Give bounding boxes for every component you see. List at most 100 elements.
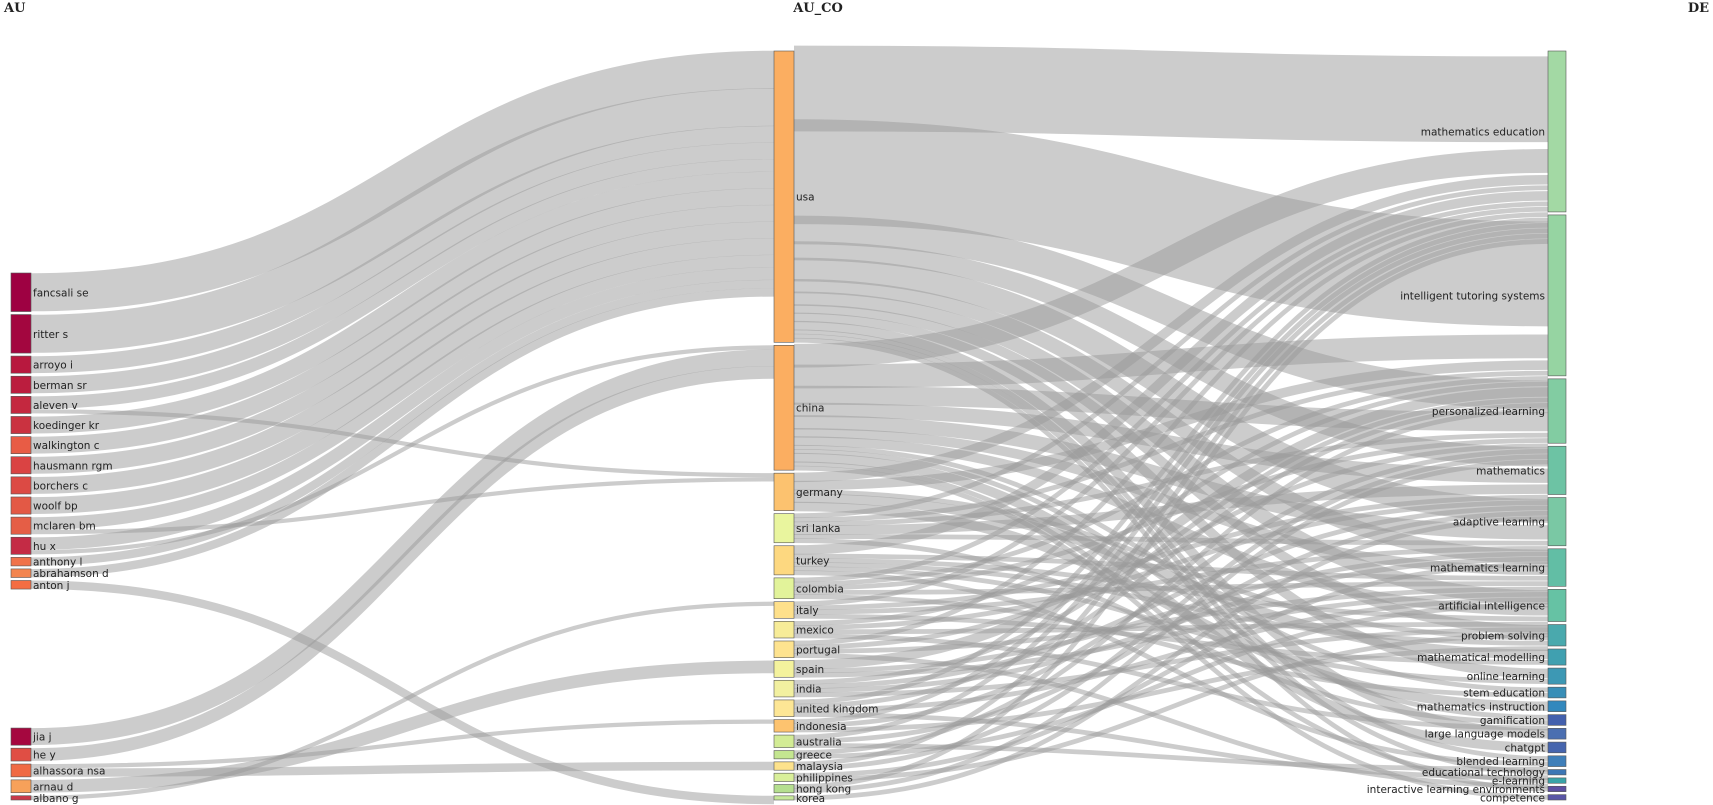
node-de-2[interactable]: personalized learning xyxy=(1432,378,1567,444)
node-au-15[interactable]: jia j xyxy=(10,727,52,746)
node-au-17[interactable]: alhassora nsa xyxy=(10,763,105,778)
node-au-co-0[interactable]: usa xyxy=(773,50,815,343)
node-de-14[interactable]: chatgpt xyxy=(1505,741,1567,754)
node-au-co-3[interactable]: sri lanka xyxy=(773,513,840,544)
node-au-10[interactable]: mclaren bm xyxy=(10,516,96,535)
node-bar[interactable] xyxy=(10,557,32,567)
node-bar[interactable] xyxy=(1547,769,1567,776)
node-bar[interactable] xyxy=(1547,445,1567,495)
node-au-9[interactable]: woolf bp xyxy=(10,496,78,515)
node-bar[interactable] xyxy=(773,621,795,639)
node-bar[interactable] xyxy=(10,314,32,354)
node-de-6[interactable]: artificial intelligence xyxy=(1438,589,1567,622)
node-de-16[interactable]: educational technology xyxy=(1422,767,1567,779)
node-bar[interactable] xyxy=(1547,548,1567,587)
node-bar[interactable] xyxy=(1547,624,1567,647)
node-bar[interactable] xyxy=(1547,777,1567,784)
node-bar[interactable] xyxy=(773,660,795,678)
node-bar[interactable] xyxy=(773,50,795,343)
node-au-16[interactable]: he y xyxy=(10,747,56,762)
node-au-11[interactable]: hu x xyxy=(10,536,56,555)
node-bar[interactable] xyxy=(773,750,795,760)
node-bar[interactable] xyxy=(773,772,795,782)
node-bar[interactable] xyxy=(1547,714,1567,726)
node-de-10[interactable]: stem education xyxy=(1463,686,1567,700)
node-bar[interactable] xyxy=(773,577,795,599)
node-bar[interactable] xyxy=(773,472,795,511)
node-bar[interactable] xyxy=(10,416,32,434)
node-au-co-15[interactable]: malaysia xyxy=(773,761,843,773)
node-de-18[interactable]: interactive learning environments xyxy=(1367,784,1567,796)
node-bar[interactable] xyxy=(10,456,32,475)
node-bar[interactable] xyxy=(1547,785,1567,792)
node-au-co-2[interactable]: germany xyxy=(773,472,843,511)
node-au-co-5[interactable]: colombia xyxy=(773,577,844,599)
node-bar[interactable] xyxy=(773,784,795,794)
node-de-4[interactable]: adaptive learning xyxy=(1453,497,1567,547)
node-au-3[interactable]: berman sr xyxy=(10,375,87,394)
node-au-co-11[interactable]: united kingdom xyxy=(773,699,878,717)
node-au-co-9[interactable]: spain xyxy=(773,660,824,678)
node-bar[interactable] xyxy=(10,375,32,394)
node-bar[interactable] xyxy=(1547,794,1567,801)
node-au-co-10[interactable]: india xyxy=(773,679,822,698)
node-au-co-13[interactable]: australia xyxy=(773,734,842,748)
node-bar[interactable] xyxy=(773,513,795,544)
node-au-8[interactable]: borchers c xyxy=(10,476,88,495)
node-au-co-8[interactable]: portugal xyxy=(773,640,840,658)
node-au-co-4[interactable]: turkey xyxy=(773,545,829,576)
node-bar[interactable] xyxy=(1547,686,1567,699)
node-bar[interactable] xyxy=(10,272,32,312)
node-de-11[interactable]: mathematics instruction xyxy=(1417,700,1567,713)
node-au-13[interactable]: abrahamson d xyxy=(10,568,109,580)
node-au-18[interactable]: arnau d xyxy=(10,779,73,794)
node-bar[interactable] xyxy=(773,545,795,576)
node-au-19[interactable]: albano g xyxy=(10,793,79,805)
node-au-2[interactable]: arroyo i xyxy=(10,355,73,374)
node-au-co-7[interactable]: mexico xyxy=(773,621,834,639)
node-bar[interactable] xyxy=(10,763,32,778)
node-bar[interactable] xyxy=(1547,214,1567,377)
node-bar[interactable] xyxy=(773,795,795,801)
node-au-12[interactable]: anthony l xyxy=(10,557,82,569)
node-bar[interactable] xyxy=(1547,741,1567,754)
node-bar[interactable] xyxy=(773,761,795,771)
node-de-13[interactable]: large language models xyxy=(1425,728,1567,741)
node-bar[interactable] xyxy=(10,396,32,414)
node-au-co-1[interactable]: china xyxy=(773,345,824,471)
node-bar[interactable] xyxy=(1547,50,1567,213)
node-de-3[interactable]: mathematics xyxy=(1476,445,1567,495)
node-au-1[interactable]: ritter s xyxy=(10,314,68,354)
node-bar[interactable] xyxy=(10,355,32,374)
node-de-0[interactable]: mathematics education xyxy=(1421,50,1567,213)
node-de-12[interactable]: gamification xyxy=(1480,714,1567,727)
node-bar[interactable] xyxy=(10,747,32,762)
node-bar[interactable] xyxy=(10,516,32,535)
node-au-6[interactable]: walkington c xyxy=(10,436,100,455)
node-de-17[interactable]: e-learning xyxy=(1492,776,1567,788)
node-de-5[interactable]: mathematics learning xyxy=(1430,548,1567,587)
node-au-co-12[interactable]: indonesia xyxy=(773,719,847,733)
node-bar[interactable] xyxy=(773,734,795,748)
node-bar[interactable] xyxy=(1547,497,1567,547)
node-bar[interactable] xyxy=(10,580,32,590)
node-au-14[interactable]: anton j xyxy=(10,580,70,592)
node-bar[interactable] xyxy=(1547,589,1567,622)
node-au-co-14[interactable]: greece xyxy=(773,750,832,762)
node-bar[interactable] xyxy=(773,345,795,471)
node-bar[interactable] xyxy=(10,727,32,746)
node-bar[interactable] xyxy=(773,679,795,698)
node-au-0[interactable]: fancsali se xyxy=(10,272,89,312)
node-au-co-6[interactable]: italy xyxy=(773,601,819,619)
node-bar[interactable] xyxy=(773,601,795,619)
node-bar[interactable] xyxy=(1547,648,1567,666)
node-bar[interactable] xyxy=(10,496,32,515)
node-bar[interactable] xyxy=(1547,378,1567,444)
node-de-15[interactable]: blended learning xyxy=(1456,755,1567,768)
node-bar[interactable] xyxy=(10,779,32,794)
node-au-7[interactable]: hausmann rgm xyxy=(10,456,113,475)
node-au-co-18[interactable]: korea xyxy=(773,793,825,805)
node-bar[interactable] xyxy=(1547,667,1567,685)
node-au-co-16[interactable]: philippines xyxy=(773,772,853,784)
node-de-8[interactable]: mathematical modelling xyxy=(1417,648,1567,666)
